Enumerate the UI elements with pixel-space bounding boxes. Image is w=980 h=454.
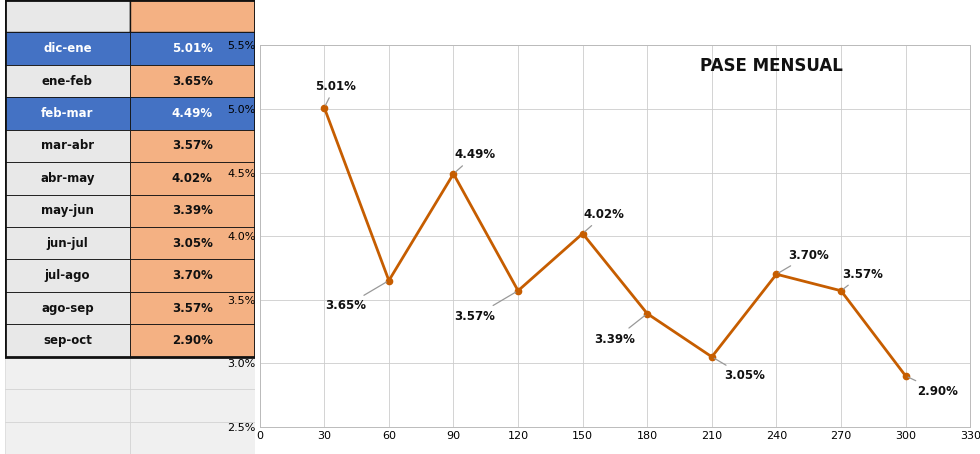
Text: jul-ago: jul-ago (45, 269, 90, 282)
Text: 3.39%: 3.39% (172, 204, 213, 217)
Text: PASE MENSUAL: PASE MENSUAL (700, 57, 843, 75)
Text: 2.90%: 2.90% (908, 377, 958, 398)
Bar (129, 292, 255, 324)
Text: 3.57%: 3.57% (172, 139, 213, 153)
Text: jun-jul: jun-jul (46, 237, 88, 250)
Bar (129, 32, 255, 65)
Bar (129, 195, 255, 227)
Text: 3.57%: 3.57% (842, 268, 883, 289)
Text: 3.39%: 3.39% (595, 316, 645, 345)
Bar (5, 0, 129, 32)
Bar (129, 259, 255, 292)
Text: mar-abr: mar-abr (41, 139, 94, 153)
Text: sep-oct: sep-oct (43, 334, 92, 347)
Bar (5, 65, 129, 97)
Text: abr-may: abr-may (40, 172, 95, 185)
Text: ago-sep: ago-sep (41, 301, 94, 315)
Text: 5.01%: 5.01% (315, 79, 356, 105)
Bar (129, 0, 255, 32)
Bar (5, 357, 129, 389)
Bar (5, 292, 129, 324)
Text: 3.70%: 3.70% (172, 269, 213, 282)
Text: may-jun: may-jun (41, 204, 94, 217)
Text: feb-mar: feb-mar (41, 107, 94, 120)
Text: 4.49%: 4.49% (455, 148, 496, 172)
Bar (129, 357, 255, 389)
Text: ene-feb: ene-feb (42, 74, 93, 88)
Bar (5, 227, 129, 259)
Bar (129, 162, 255, 195)
Text: 4.02%: 4.02% (584, 208, 624, 232)
Bar (129, 389, 255, 422)
Text: 4.49%: 4.49% (172, 107, 213, 120)
Bar (5, 162, 129, 195)
Bar (5, 0, 255, 357)
Text: 3.05%: 3.05% (172, 237, 213, 250)
Bar (129, 65, 255, 97)
Text: 3.65%: 3.65% (172, 74, 213, 88)
Bar (5, 195, 129, 227)
Text: 3.05%: 3.05% (714, 358, 764, 382)
Bar (129, 97, 255, 130)
Bar (5, 259, 129, 292)
Bar (5, 389, 129, 422)
Text: 3.65%: 3.65% (325, 282, 386, 312)
Text: dic-ene: dic-ene (43, 42, 92, 55)
Bar (129, 422, 255, 454)
Bar (129, 130, 255, 162)
Bar (129, 324, 255, 357)
Text: 4.02%: 4.02% (172, 172, 213, 185)
Bar (5, 324, 129, 357)
Text: 3.70%: 3.70% (779, 249, 829, 273)
Bar (129, 227, 255, 259)
Bar (5, 422, 129, 454)
Text: 3.57%: 3.57% (172, 301, 213, 315)
Bar (5, 32, 129, 65)
Bar (5, 130, 129, 162)
Text: 2.90%: 2.90% (172, 334, 213, 347)
Text: 5.01%: 5.01% (172, 42, 213, 55)
Text: 3.57%: 3.57% (455, 292, 515, 323)
Bar (5, 97, 129, 130)
